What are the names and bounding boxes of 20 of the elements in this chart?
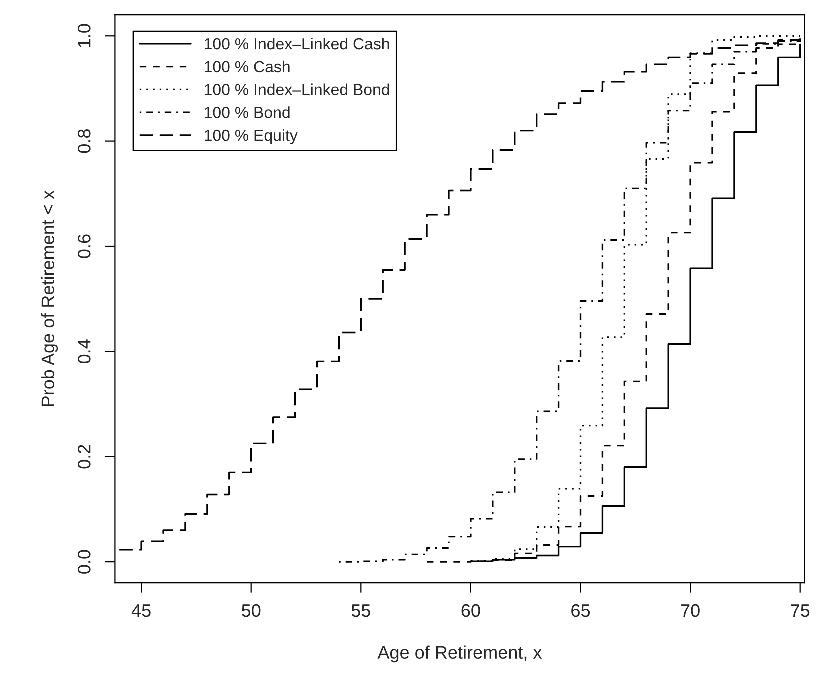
y-tick-label: 0.4 (78, 340, 91, 364)
legend-label: 100 % Index–Linked Cash (205, 38, 390, 50)
x-tick-label: 50 (242, 604, 261, 618)
x-tick-label: 60 (462, 604, 480, 618)
x-tick-label: 45 (132, 604, 151, 618)
y-tick-label: 0.8 (78, 130, 91, 154)
x-tick-label: 70 (681, 604, 700, 618)
x-axis-title: Age of Retirement, x (378, 646, 542, 663)
y-tick-label: 0.2 (78, 445, 91, 469)
legend-label: 100 % Bond (205, 106, 290, 118)
legend-label: 100 % Cash (205, 60, 290, 73)
y-tick-label: 1.0 (78, 24, 91, 48)
y-axis-title: Prob Age of Retirement < x (41, 190, 58, 406)
legend-label: 100 % Equity (205, 129, 298, 144)
x-tick-label: 75 (791, 604, 810, 618)
y-tick-label: 0.0 (78, 550, 91, 574)
legend-label: 100 % Index–Linked Bond (205, 84, 390, 96)
x-tick-label: 65 (572, 604, 590, 618)
y-tick-label: 0.6 (78, 234, 91, 258)
x-tick-label: 55 (352, 604, 370, 618)
